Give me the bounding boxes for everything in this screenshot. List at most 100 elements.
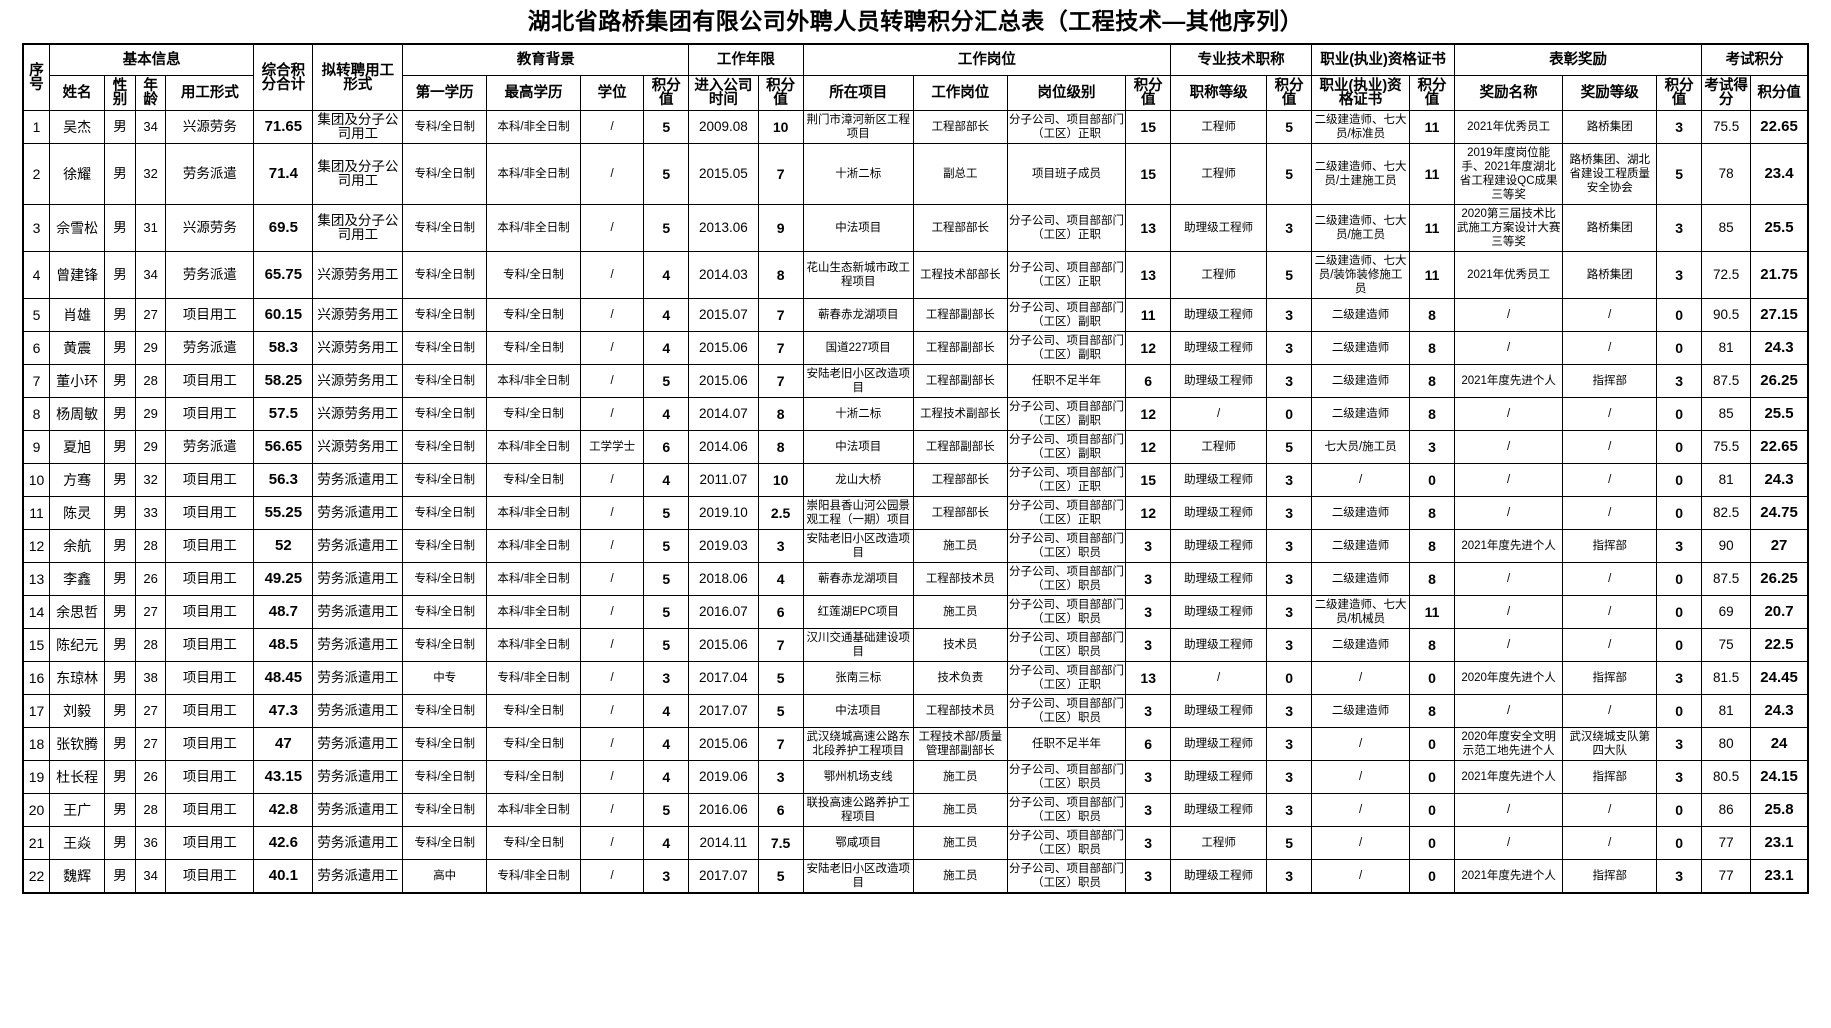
- cell-title-level: /: [1170, 397, 1268, 431]
- cell-cert-points: 8: [1409, 397, 1456, 431]
- cell-degree: /: [579, 298, 645, 332]
- table-row[interactable]: 16 东琼林男 38 项目用工 48.45 劳务派遣用工 中专 专科/非全日制/3 2017.0…: [22, 661, 1809, 695]
- table-row[interactable]: 20 王广男 28 项目用工 42.8 劳务派遣用工 专科/全日制 本科/非全日制/5 2016…: [22, 793, 1809, 827]
- cell-exam-points: 21.75: [1750, 251, 1809, 299]
- cell-age: 33: [134, 496, 167, 530]
- cell-first-degree: 专科/全日制: [402, 694, 488, 728]
- cell-total-score: 56.3: [253, 463, 314, 497]
- cell-title-points: 5: [1266, 143, 1313, 205]
- cell-seq: 7: [22, 364, 51, 398]
- table-row[interactable]: 12 余航男 28 项目用工 52 劳务派遣用工 专科/全日制 本科/非全日制/5 2019.0…: [22, 529, 1809, 563]
- cell-degree: /: [579, 727, 645, 761]
- cell-first-degree: 专科/全日制: [402, 727, 488, 761]
- table-row[interactable]: 9 夏旭男 29 劳务派遣 56.65 兴源劳务用工 专科/全日制 本科/非全日制 工学学士 6 2…: [22, 430, 1809, 464]
- cell-first-degree: 专科/全日制: [402, 430, 488, 464]
- cell-cert-name: 二级建造师: [1311, 694, 1411, 728]
- cell-job: 施工员: [912, 859, 1008, 894]
- cell-name: 刘毅: [49, 694, 106, 728]
- cell-exam-score: 78: [1701, 143, 1752, 205]
- cell-employment-form: 项目用工: [165, 496, 255, 530]
- table-row[interactable]: 18 张钦腾男 27 项目用工 47 劳务派遣用工 专科/全日制 专科/全日制/4 2015.0…: [22, 727, 1809, 761]
- table-row[interactable]: 5 肖雄男 27 项目用工 60.15 兴源劳务用工 专科/全日制 专科/全日制/4 2015.…: [22, 298, 1809, 332]
- cell-degree: /: [579, 859, 645, 894]
- table-row[interactable]: 10 方骞男 32 项目用工 56.3 劳务派遣用工 专科/全日制 专科/全日制/4 2011.…: [22, 463, 1809, 497]
- col-job-points: 积分值: [1125, 75, 1172, 111]
- cell-first-degree: 专科/全日制: [402, 397, 488, 431]
- table-row[interactable]: 11 陈灵男 33 项目用工 55.25 劳务派遣用工 专科/全日制 本科/非全日制/5 201…: [22, 496, 1809, 530]
- cell-sex: 男: [104, 204, 136, 252]
- cell-planned: 劳务派遣用工: [312, 826, 404, 860]
- cell-cert-name: /: [1311, 463, 1411, 497]
- cell-sex: 男: [104, 430, 136, 464]
- cell-exam-points: 24.45: [1750, 661, 1809, 695]
- table-row[interactable]: 21 王焱男 36 项目用工 42.6 劳务派遣用工 专科/全日制 专科/全日制/4 2014.…: [22, 826, 1809, 860]
- cell-sex: 男: [104, 595, 136, 629]
- cell-seq: 13: [22, 562, 51, 596]
- cell-award-name: 2021年度先进个人: [1454, 859, 1564, 894]
- cell-job: 技术员: [912, 628, 1008, 662]
- table-row[interactable]: 7 董小环男 28 项目用工 58.25 兴源劳务用工 专科/全日制 本科/非全日制/5 201…: [22, 364, 1809, 398]
- cell-title-level: 工程师: [1170, 143, 1268, 205]
- cell-award-points: 3: [1656, 364, 1703, 398]
- cell-join-time: 2015.06: [688, 364, 759, 398]
- cell-age: 27: [134, 298, 167, 332]
- score-summary-table: 序号 基本信息 综合积分合计 拟转聘用工形式 教育背景 工作年限 工作岗位 专业…: [22, 43, 1809, 894]
- cell-degree: /: [579, 143, 645, 205]
- cell-job-level: 分子公司、项目部部门（工区）职员: [1006, 793, 1127, 827]
- cell-job-level: 分子公司、项目部部门（工区）职员: [1006, 694, 1127, 728]
- table-row[interactable]: 22 魏辉男 34 项目用工 40.1 劳务派遣用工 高中 专科/非全日制/3 2017.07 5…: [22, 859, 1809, 894]
- cell-sex: 男: [104, 694, 136, 728]
- table-row[interactable]: 8 杨周敏男 29 项目用工 57.5 兴源劳务用工 专科/全日制 专科/全日制/4 2014.…: [22, 397, 1809, 431]
- cell-job-points: 6: [1125, 727, 1172, 761]
- cell-total-score: 48.45: [253, 661, 314, 695]
- table-row[interactable]: 13 李鑫男 26 项目用工 49.25 劳务派遣用工 专科/全日制 本科/非全日制/5 201…: [22, 562, 1809, 596]
- header-row-groups: 序号 基本信息 综合积分合计 拟转聘用工形式 教育背景 工作年限 工作岗位 专业…: [22, 43, 1809, 111]
- cell-job-points: 3: [1125, 760, 1172, 794]
- cell-award-name: /: [1454, 694, 1564, 728]
- cell-job-level: 分子公司、项目部部门（工区）正职: [1006, 110, 1127, 144]
- col-total-score: 综合积分合计: [253, 43, 314, 111]
- table-row[interactable]: 4 曾建锋男 34 劳务派遣 65.75 兴源劳务用工 专科/全日制 专科/全日制/4 2014…: [22, 251, 1809, 299]
- cell-award-name: /: [1454, 397, 1564, 431]
- col-project: 所在项目: [802, 75, 914, 111]
- cell-exam-points: 24.3: [1750, 463, 1809, 497]
- cell-edu-points: 5: [643, 595, 690, 629]
- cell-planned: 劳务派遣用工: [312, 529, 404, 563]
- col-seq: 序号: [22, 43, 51, 111]
- table-row[interactable]: 17 刘毅男 27 项目用工 47.3 劳务派遣用工 专科/全日制 专科/全日制/4 2017.…: [22, 694, 1809, 728]
- cell-join-time: 2017.07: [688, 694, 759, 728]
- cell-cert-name: /: [1311, 826, 1411, 860]
- cell-top-degree: 本科/非全日制: [486, 110, 581, 144]
- cell-name: 董小环: [49, 364, 106, 398]
- table-row[interactable]: 19 杜长程男 26 项目用工 43.15 劳务派遣用工 专科/全日制 专科/全日制/4 201…: [22, 760, 1809, 794]
- table-row[interactable]: 1 吴杰男 34 兴源劳务 71.65 集团及分子公司用工 专科/全日制 本科/非全日制/5 2…: [22, 110, 1809, 144]
- cell-age: 27: [134, 694, 167, 728]
- table-row[interactable]: 2 徐耀男 32 劳务派遣 71.4 集团及分子公司用工 专科/全日制 本科/非全日制/5 20…: [22, 143, 1809, 205]
- cell-exam-score: 75: [1701, 628, 1752, 662]
- cell-edu-points: 5: [643, 529, 690, 563]
- cell-title-points: 3: [1266, 793, 1313, 827]
- cell-title-points: 3: [1266, 529, 1313, 563]
- cell-edu-points: 4: [643, 463, 690, 497]
- cell-age: 28: [134, 793, 167, 827]
- cell-project: 国道227项目: [802, 331, 914, 365]
- table-row[interactable]: 14 余思哲男 27 项目用工 48.7 劳务派遣用工 专科/全日制 本科/非全日制/5 201…: [22, 595, 1809, 629]
- cell-employment-form: 兴源劳务: [165, 204, 255, 252]
- table-row[interactable]: 6 黄震男 29 劳务派遣 58.3 兴源劳务用工 专科/全日制 专科/全日制/4 2015.0…: [22, 331, 1809, 365]
- table-row[interactable]: 15 陈纪元男 28 项目用工 48.5 劳务派遣用工 专科/全日制 本科/非全日制/5 201…: [22, 628, 1809, 662]
- cell-year-points: 9: [757, 204, 804, 252]
- cell-degree: /: [579, 251, 645, 299]
- table-row[interactable]: 3 佘雪松男 31 兴源劳务 69.5 集团及分子公司用工 专科/全日制 本科/非全日制/5 2…: [22, 204, 1809, 252]
- cell-job-points: 3: [1125, 529, 1172, 563]
- cell-employment-form: 项目用工: [165, 364, 255, 398]
- cell-seq: 11: [22, 496, 51, 530]
- colgroup-certificate: 职业(执业)资格证书: [1311, 43, 1456, 76]
- cell-award-name: /: [1454, 496, 1564, 530]
- cell-cert-name: 七大员/施工员: [1311, 430, 1411, 464]
- cell-job-points: 13: [1125, 204, 1172, 252]
- cell-exam-score: 75.5: [1701, 110, 1752, 144]
- cell-name: 张钦腾: [49, 727, 106, 761]
- cell-total-score: 48.5: [253, 628, 314, 662]
- col-exam-points: 积分值: [1750, 75, 1809, 111]
- cell-employment-form: 项目用工: [165, 859, 255, 894]
